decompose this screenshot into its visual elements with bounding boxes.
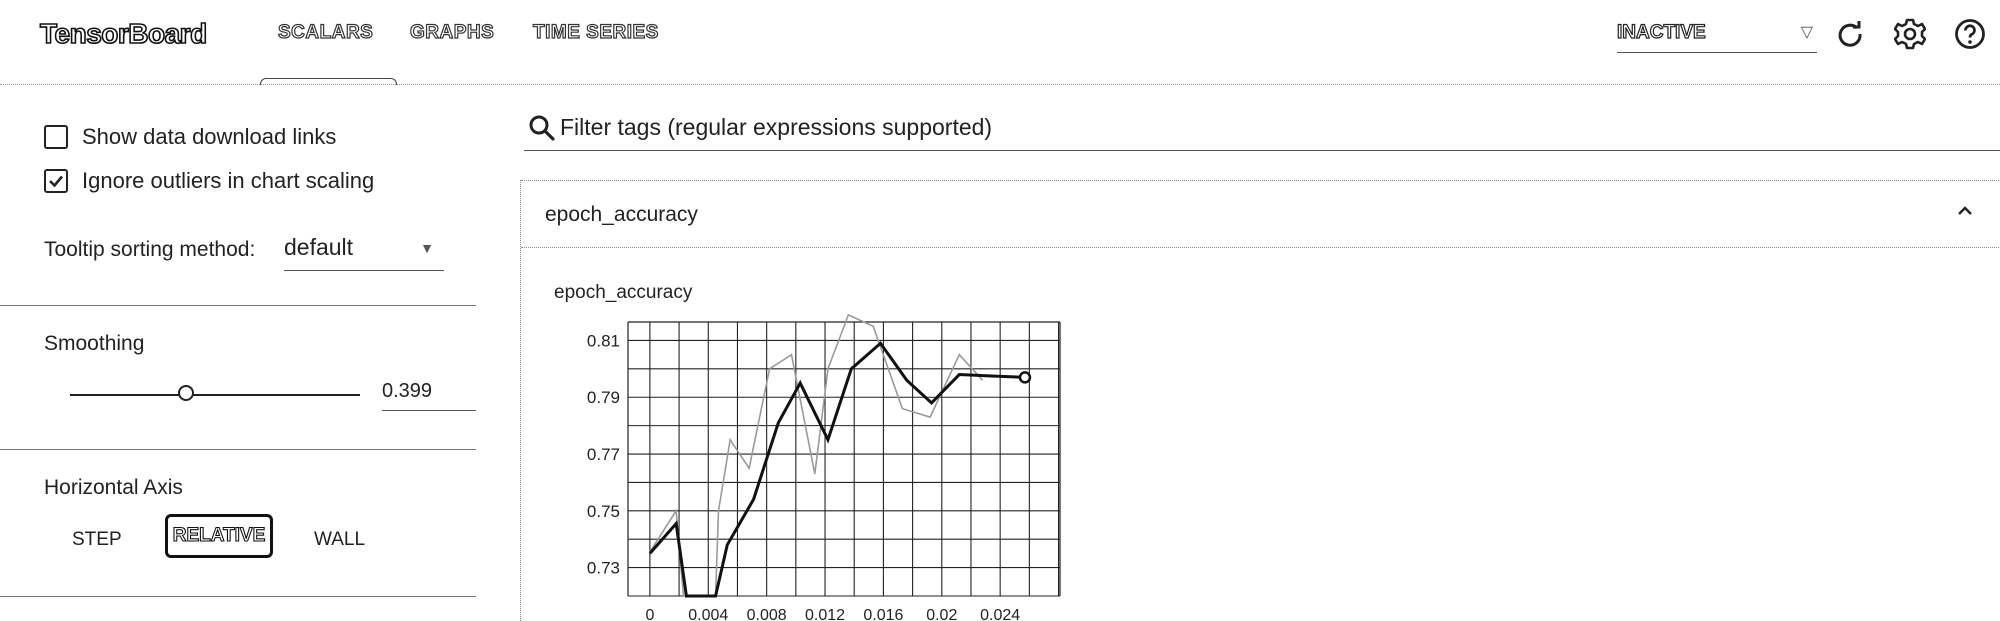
axis-wall-button[interactable]: WALL	[314, 529, 366, 550]
filter-tags-field[interactable]: Filter tags (regular expressions support…	[524, 110, 2000, 151]
smoothed-series-line	[648, 341, 1026, 598]
x-tick-label: 0	[645, 607, 654, 621]
axis-relative-button[interactable]: RELATIVE	[165, 514, 273, 558]
chevron-down-icon: ▽	[1800, 24, 1813, 41]
smoothing-slider-track[interactable]	[70, 394, 360, 396]
tooltip-sorting-value: default	[284, 234, 354, 260]
horizontal-axis-label: Horizontal Axis	[44, 476, 183, 499]
card-group-header[interactable]: epoch_accuracy	[521, 180, 2000, 248]
y-tick-label: 0.77	[587, 445, 620, 464]
smoothing-label: Smoothing	[44, 332, 145, 355]
axis-step-button[interactable]: STEP	[72, 529, 122, 550]
sidebar-divider	[0, 449, 476, 450]
ignore-outliers-label: Ignore outliers in chart scaling	[82, 168, 375, 193]
series-end-point	[1018, 371, 1032, 384]
smoothing-value-input[interactable]: 0.399	[382, 380, 476, 411]
sidebar-divider	[0, 305, 476, 306]
chevron-down-icon: ▼	[420, 240, 434, 256]
run-status-value: INACTIVE	[1616, 21, 1706, 43]
smoothing-slider-thumb[interactable]	[177, 385, 194, 401]
help-icon[interactable]	[1950, 14, 1990, 54]
x-tick-label: 0.012	[805, 607, 845, 621]
x-tick-label: 0.016	[863, 607, 903, 621]
x-tick-label: 0.02	[926, 607, 957, 621]
tab-scalars[interactable]: SCALARS	[277, 21, 374, 43]
chevron-up-icon[interactable]	[1953, 199, 1977, 223]
tab-time-series[interactable]: TIME SERIES	[532, 21, 659, 43]
search-icon	[529, 115, 555, 141]
tab-graphs[interactable]: GRAPHS	[409, 21, 495, 43]
x-tick-label: 0.008	[747, 607, 787, 621]
tooltip-sorting-label: Tooltip sorting method:	[44, 238, 256, 261]
run-status-select[interactable]: INACTIVE ▽	[1616, 18, 1817, 53]
sidebar-divider	[0, 596, 476, 597]
settings-icon[interactable]	[1890, 14, 1930, 54]
y-tick-label: 0.81	[587, 331, 620, 350]
tooltip-sorting-select[interactable]: default ▼	[284, 234, 444, 271]
x-tick-label: 0.024	[980, 607, 1020, 621]
y-tick-label: 0.73	[587, 559, 620, 578]
y-tick-label: 0.79	[587, 388, 620, 407]
refresh-icon[interactable]	[1830, 14, 1870, 54]
checkbox-unchecked-icon	[44, 125, 68, 149]
scalar-card-group: epoch_accuracy	[520, 180, 2000, 621]
top-app-bar: TensorBoard SCALARS GRAPHS TIME SERIES I…	[0, 0, 2000, 85]
top-bar-divider	[0, 84, 2000, 85]
x-tick-label: 0.004	[688, 607, 728, 621]
ignore-outliers-checkbox[interactable]: Ignore outliers in chart scaling	[44, 168, 374, 194]
filter-tags-placeholder: Filter tags (regular expressions support…	[560, 114, 993, 140]
app-logo: TensorBoard	[39, 17, 208, 50]
y-tick-label: 0.75	[587, 502, 620, 521]
chart-title: epoch_accuracy	[554, 282, 693, 303]
epoch-accuracy-chart[interactable]: 0.81 0.79 0.77 0.75 0.73 0 0.004 0.008 0.012 0.01…	[560, 310, 1080, 621]
checkbox-checked-icon	[44, 169, 68, 193]
raw-series-line	[649, 313, 984, 597]
card-group-title: epoch_accuracy	[545, 203, 698, 226]
show-download-links-checkbox[interactable]: Show data download links	[44, 124, 336, 150]
show-download-links-label: Show data download links	[82, 124, 337, 149]
active-tab-indicator	[260, 78, 397, 85]
